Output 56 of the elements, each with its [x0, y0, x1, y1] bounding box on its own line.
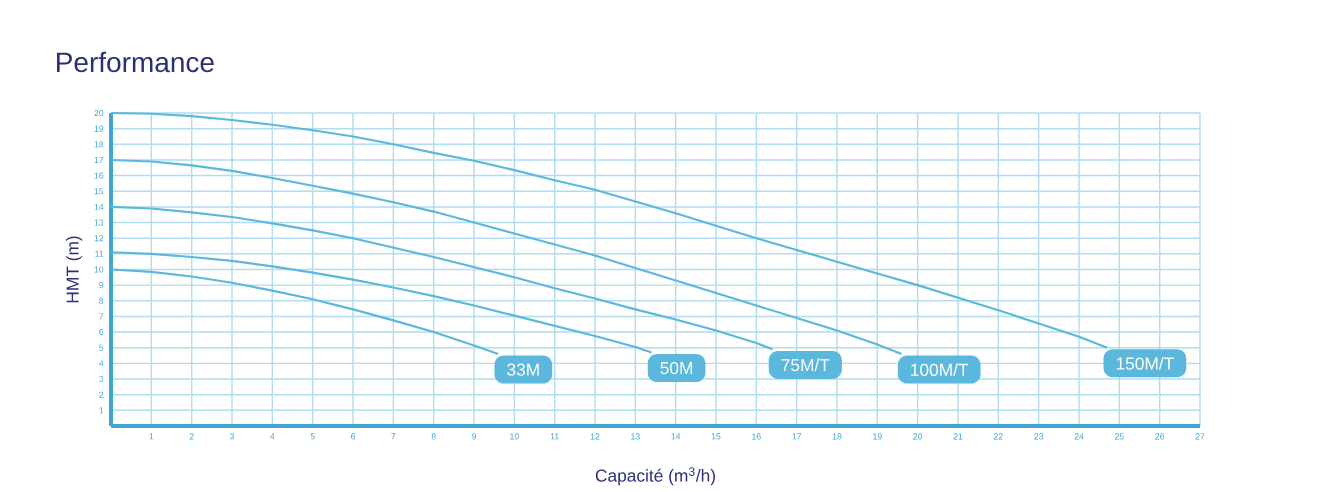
- y-tick-label: 20: [94, 109, 104, 117]
- x-tick-label: 5: [310, 433, 315, 440]
- y-tick-label: 15: [94, 188, 104, 195]
- x-tick-label: 3: [229, 433, 235, 440]
- x-tick-label: 21: [953, 433, 963, 440]
- x-tick-label: 25: [1114, 433, 1124, 440]
- y-tick-label: 11: [95, 250, 104, 257]
- y-tick-label: 2: [99, 391, 104, 398]
- x-axis-title: Capacité (m$^{3}$/h): [595, 467, 715, 486]
- x-tick-label: 14: [671, 433, 681, 440]
- x-tick-label: 23: [1034, 433, 1044, 440]
- x-tick-label: 2: [189, 433, 194, 440]
- x-tick-label: 13: [631, 433, 640, 440]
- x-tick-label: 16: [752, 433, 761, 440]
- x-tick-label: 27: [1195, 433, 1205, 440]
- x-tick-label: 22: [993, 433, 1003, 440]
- y-tick-label: 8: [99, 297, 104, 304]
- series-label: 150M/T: [1116, 356, 1174, 370]
- x-tick-label: 7: [391, 433, 396, 440]
- series-label: 75M/T: [781, 358, 830, 372]
- x-tick-label: 11: [550, 433, 559, 440]
- y-axis-title: HMT (m): [66, 236, 83, 303]
- y-tick-label: 9: [99, 282, 104, 289]
- x-tick-label: 8: [431, 433, 436, 440]
- x-tick-label: 18: [832, 433, 842, 440]
- chart-title: Performance: [57, 51, 214, 73]
- y-tick-label: 16: [94, 172, 104, 179]
- y-tick-label: 19: [94, 125, 104, 132]
- y-tick-label: 12: [94, 235, 104, 242]
- x-tick-label: 26: [1155, 433, 1165, 440]
- x-tick-label: 9: [472, 433, 477, 440]
- y-tick-label: 14: [94, 203, 104, 210]
- x-tick-label: 15: [711, 433, 721, 440]
- y-tick-label: 10: [94, 266, 104, 273]
- x-tick-label: 10: [510, 433, 519, 440]
- x-tick-label: 12: [590, 433, 600, 440]
- y-tick-label: 7: [99, 313, 104, 320]
- y-tick-label: 6: [99, 329, 104, 336]
- x-tick-label: 6: [351, 433, 356, 440]
- series-label: 50M: [660, 361, 693, 375]
- x-tick-label: 17: [792, 433, 802, 440]
- y-tick-label: 1: [99, 407, 104, 414]
- y-tick-label: 17: [94, 156, 104, 163]
- x-tick-label: 24: [1074, 433, 1084, 440]
- x-tick-label: 20: [913, 433, 923, 440]
- x-tick-label: 19: [873, 433, 882, 440]
- y-tick-label: 18: [94, 141, 104, 148]
- series-label: 100M/T: [911, 363, 969, 376]
- line-series: [109, 268, 500, 356]
- series-label: 33M: [507, 363, 539, 376]
- y-tick-label: 5: [99, 344, 104, 351]
- x-tick-label: 4: [270, 433, 275, 440]
- y-tick-label: 4: [99, 360, 104, 367]
- x-tick-label: 1: [149, 433, 154, 440]
- y-tick-label: 13: [94, 219, 104, 226]
- y-tick-label: 3: [99, 375, 104, 383]
